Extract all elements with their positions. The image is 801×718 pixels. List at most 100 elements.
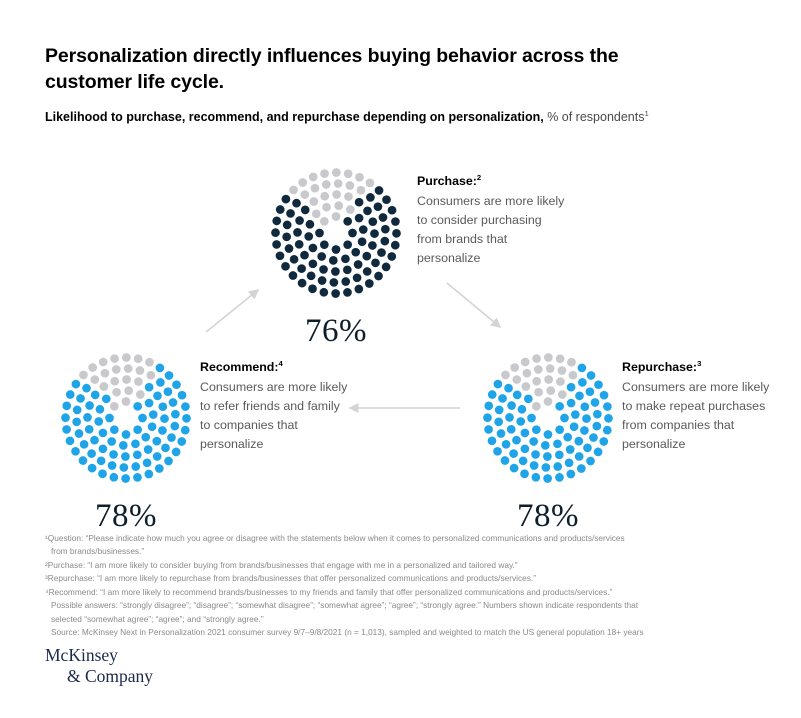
dot-empty: [122, 353, 131, 362]
dot-filled: [164, 371, 174, 380]
dot-filled: [144, 382, 154, 392]
dot-filled: [71, 446, 80, 456]
dot-empty: [520, 357, 530, 367]
dot-empty: [365, 178, 375, 188]
dot-filled: [319, 240, 329, 250]
dot-empty: [300, 190, 310, 199]
dot-filled: [506, 424, 516, 434]
dot-filled: [143, 445, 153, 454]
dot-filled: [164, 456, 173, 466]
dot-filled: [101, 394, 111, 404]
label-footnote-marker-recommend: 4: [278, 358, 283, 368]
dot-filled: [593, 447, 603, 457]
dot-filled: [363, 206, 372, 216]
dot-filled: [382, 195, 391, 205]
dot-filled: [317, 252, 327, 261]
dot-filled: [575, 391, 584, 401]
label-heading-text-repurchase: Repurchase:: [622, 360, 698, 374]
dot-filled: [531, 425, 541, 435]
dot-filled: [148, 410, 158, 419]
dot-filled: [158, 426, 167, 435]
dot-empty: [110, 354, 119, 363]
label-body-repurchase: Consumers are more likely to make repeat…: [622, 379, 770, 451]
dot-filled: [353, 260, 363, 269]
dot-filled: [297, 278, 307, 288]
subtitle-footnote-marker: 1: [644, 108, 649, 118]
dot-filled: [78, 456, 88, 465]
dot-filled: [156, 378, 165, 387]
dot-empty: [512, 375, 522, 384]
dot-filled: [381, 224, 390, 234]
dot-filled: [565, 445, 575, 454]
dot-filled: [529, 461, 539, 470]
dot-filled: [354, 197, 364, 207]
label-heading-text-recommend: Recommend:: [200, 360, 279, 374]
dot-filled: [107, 461, 117, 470]
dot-filled: [306, 271, 316, 281]
dot-empty: [521, 382, 531, 391]
dot-filled: [512, 435, 521, 445]
subtitle-regular-text: % of respondents: [547, 110, 645, 124]
dot-filled: [374, 186, 384, 195]
dot-empty: [532, 354, 541, 363]
dot-filled: [540, 441, 550, 450]
dot-filled: [566, 382, 576, 392]
dot-empty: [333, 179, 343, 188]
label-recommend: Recommend:4 Consumers are more likely to…: [200, 359, 350, 453]
dot-filled: [341, 254, 350, 264]
dot-empty: [320, 169, 329, 178]
dot-filled: [167, 433, 176, 442]
dot-filled: [580, 402, 590, 412]
dot-filled: [342, 265, 352, 275]
radial-dot-plot-repurchase: [483, 353, 613, 483]
dot-filled: [85, 401, 94, 410]
dot-empty: [90, 375, 100, 384]
dot-filled: [498, 394, 507, 403]
value-label-purchase: 76%: [305, 313, 367, 349]
dot-filled: [95, 404, 105, 414]
dot-empty: [134, 377, 143, 386]
dot-filled: [378, 213, 388, 222]
dot-empty: [122, 375, 131, 384]
dot-filled: [599, 390, 609, 400]
dot-filled: [586, 456, 595, 466]
dot-filled: [275, 205, 285, 214]
dot-filled: [282, 232, 291, 242]
dot-filled: [160, 414, 169, 423]
dot-empty: [88, 363, 98, 372]
dot-filled: [554, 450, 564, 460]
dot-filled: [294, 239, 304, 249]
dot-filled: [163, 387, 173, 397]
dot-filled: [357, 237, 367, 247]
dot-empty: [557, 366, 567, 375]
dot-filled: [527, 413, 536, 423]
dot-filled: [578, 378, 587, 387]
dot-filled: [555, 401, 565, 411]
dot-filled: [543, 452, 552, 461]
footnote-line: ²Purchase: “I am more likely to consider…: [45, 559, 518, 570]
dot-filled: [105, 413, 114, 423]
dot-filled: [366, 193, 375, 202]
dot-empty: [111, 365, 121, 374]
dot-filled: [368, 217, 378, 227]
dot-filled: [281, 194, 291, 204]
dot-filled: [343, 216, 353, 226]
dot-filled: [589, 433, 598, 442]
chart-repurchase: 78%: [470, 340, 626, 535]
dot-filled: [341, 277, 351, 286]
dot-filled: [79, 439, 89, 449]
dot-empty: [110, 376, 120, 386]
dot-filled: [305, 219, 315, 229]
dot-filled: [507, 401, 516, 410]
dot-filled: [84, 424, 94, 434]
dot-filled: [293, 228, 302, 237]
dot-filled: [505, 413, 514, 422]
dot-filled: [295, 216, 304, 225]
dot-filled: [90, 390, 100, 400]
dot-filled: [520, 428, 530, 438]
dot-filled: [272, 216, 282, 226]
dot-filled: [83, 413, 92, 422]
dot-filled: [281, 261, 290, 271]
dot-filled: [288, 271, 298, 280]
dot-empty: [123, 364, 133, 373]
